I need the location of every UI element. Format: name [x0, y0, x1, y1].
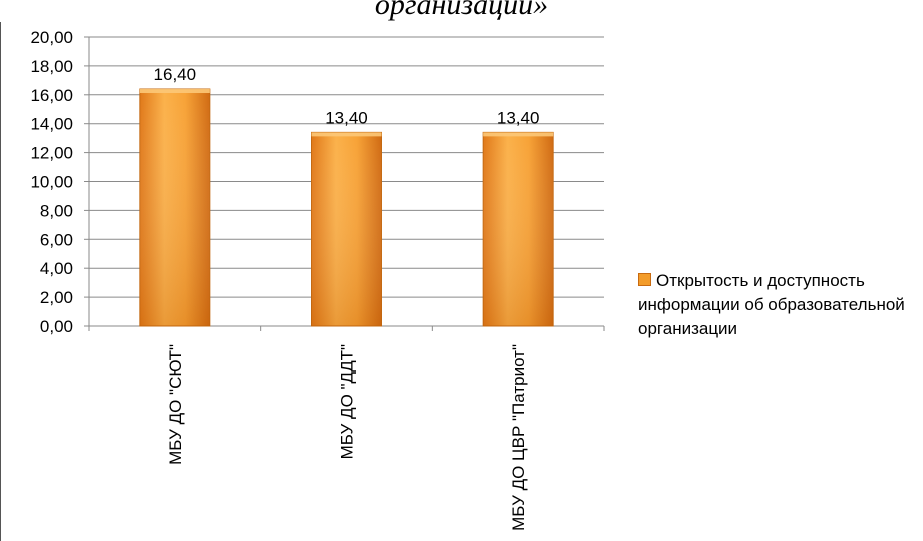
y-tick-label: 4,00: [40, 259, 73, 278]
bar-shade: [139, 89, 210, 327]
bar-cap: [311, 132, 382, 137]
chart-title-area: организаций»: [0, 0, 923, 22]
data-label: 13,40: [497, 108, 540, 127]
data-labels: 16,40 13,40 13,40: [154, 65, 540, 127]
y-tick-label: 14,00: [30, 115, 73, 134]
y-tick-label: 18,00: [30, 57, 73, 76]
bar-cap: [483, 132, 554, 137]
x-tick-label: МБУ ДО "СЮТ": [166, 344, 185, 465]
bar-shade: [483, 132, 554, 326]
x-tick-label: МБУ ДО ЦВР "Патриот": [509, 344, 528, 531]
y-tick-label: 16,00: [30, 86, 73, 105]
data-label: 13,40: [325, 108, 368, 127]
y-tick-label: 8,00: [40, 201, 73, 220]
bar-chart: 16,40 13,40 13,40 0,00 2,00 4,00 6,00 8,00 10,0…: [30, 28, 605, 531]
y-tick-label: 0,00: [40, 317, 73, 336]
y-tick-label: 6,00: [40, 230, 73, 249]
legend: Открытость и доступность информации об о…: [638, 269, 923, 341]
bar-shade: [311, 132, 382, 326]
bar-cap: [139, 89, 210, 94]
bars: [139, 88, 554, 327]
data-label: 16,40: [154, 65, 197, 84]
x-tick-label: МБУ ДО "ДДТ": [338, 344, 357, 459]
y-tick-label: 20,00: [30, 28, 73, 47]
chart-title: организаций»: [374, 0, 549, 21]
y-tick-label: 2,00: [40, 288, 73, 307]
legend-label: Открытость и доступность информации об о…: [638, 271, 905, 338]
legend-swatch: [638, 273, 651, 286]
tick-labels: 0,00 2,00 4,00 6,00 8,00 10,00 12,00 14,00 16,00…: [30, 28, 528, 531]
chart-area: 16,40 13,40 13,40 0,00 2,00 4,00 6,00 8,00 10,0…: [0, 22, 923, 541]
y-tick-label: 10,00: [30, 173, 73, 192]
y-tick-label: 12,00: [30, 144, 73, 163]
